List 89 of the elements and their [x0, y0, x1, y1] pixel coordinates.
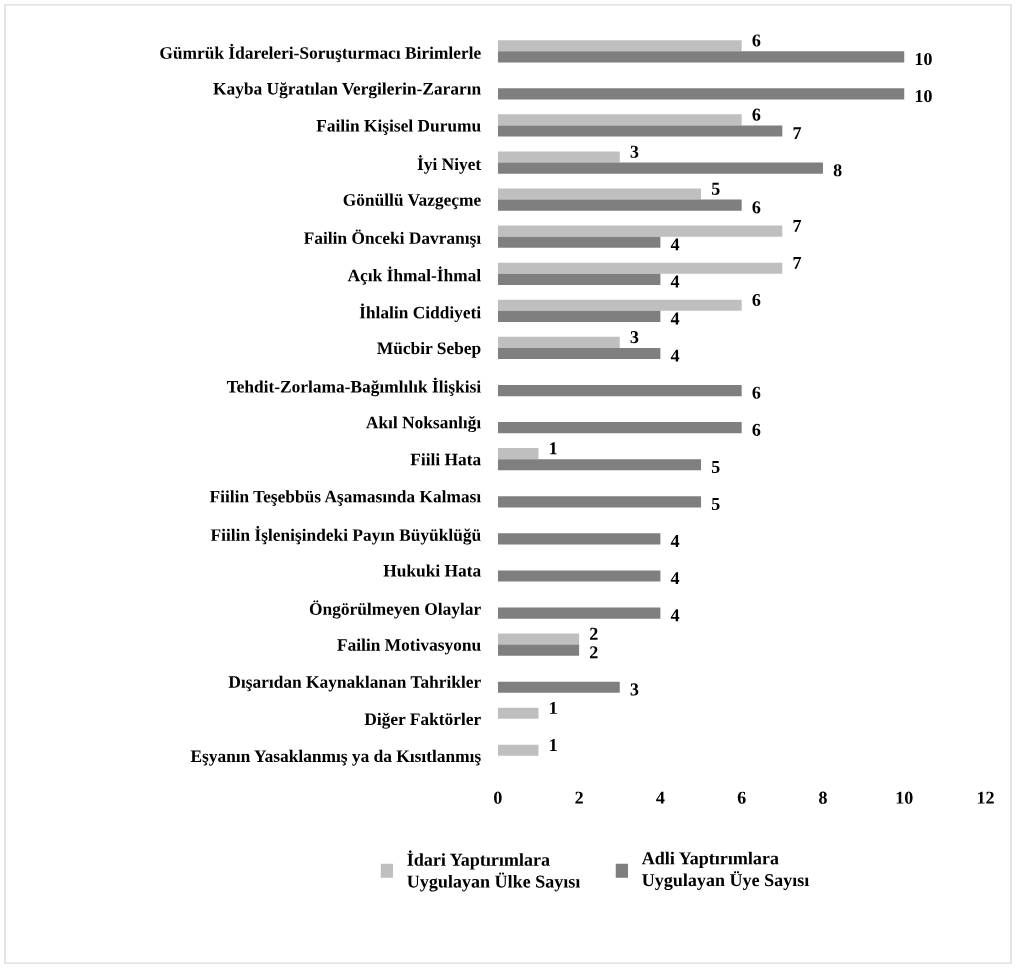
data-label: 7	[793, 257, 802, 269]
bar	[497, 336, 620, 348]
data-label: 8	[833, 164, 842, 177]
y-tick-label: Tehdit-Zorlama-Bağımlılık İlişkisi	[226, 377, 481, 397]
bar	[497, 199, 742, 211]
y-tick-label: Gönüllü Vazgeçme	[343, 193, 481, 210]
data-label: 5	[711, 460, 720, 473]
bar	[497, 385, 742, 397]
data-label: 2	[590, 646, 598, 659]
data-label: 4	[670, 609, 680, 622]
data-label: 6	[752, 423, 761, 436]
bar	[497, 448, 539, 460]
data-label: 5	[711, 182, 720, 195]
bar	[497, 262, 783, 274]
y-tick-label: Eşyanın Yasaklanmış ya da Kısıtlanmış	[190, 749, 481, 766]
data-label: 10	[915, 89, 932, 103]
x-tick-label: 2	[575, 791, 583, 804]
data-label: 6	[752, 108, 761, 121]
x-tick-label: 4	[656, 791, 665, 804]
x-tick-label: 8	[819, 791, 827, 804]
y-tick-label: Failin Önceki Davranışı	[303, 229, 481, 248]
data-label: 4	[670, 572, 680, 585]
y-tick-label: Kayba Uğratılan Vergilerin-Zararın	[213, 82, 481, 99]
bar	[497, 125, 783, 137]
bar	[497, 570, 661, 582]
y-tick-label: Gümrük İdareleri-Soruşturmacı Birimlerle	[160, 43, 481, 63]
bar	[497, 225, 783, 237]
bar	[497, 88, 905, 100]
x-tick-label: 6	[737, 791, 746, 804]
bar	[497, 299, 742, 311]
bar	[497, 310, 661, 322]
y-tick-label: Fiili Hata	[410, 453, 481, 466]
y-tick-label: İhlalin Ciddiyeti	[359, 303, 481, 323]
data-label: 1	[550, 442, 557, 455]
data-label: 4	[670, 349, 680, 362]
bar	[497, 607, 661, 619]
data-label: 4	[670, 238, 680, 251]
data-label: 3	[630, 331, 639, 344]
bar	[497, 51, 905, 63]
data-label: 2	[590, 627, 598, 640]
bar	[497, 707, 539, 719]
data-label: 6	[752, 201, 761, 214]
bar	[497, 162, 823, 174]
bar	[497, 236, 661, 248]
data-label: 1	[550, 701, 557, 714]
legend-label: İdari Yaptırımlara Uygulayan Ülke Sayısı	[407, 850, 581, 892]
data-label: 1	[550, 739, 557, 751]
bar	[497, 644, 580, 656]
data-label: 7	[793, 219, 802, 232]
x-tick-label: 12	[977, 791, 994, 804]
data-label: 5	[711, 498, 720, 511]
legend-label: Adli Yaptırımlara Uygulayan Üye Sayısı	[641, 851, 809, 891]
x-tick-label: 10	[896, 791, 913, 804]
bar	[497, 496, 702, 508]
data-label: 6	[752, 386, 761, 399]
data-label: 3	[630, 145, 639, 158]
y-tick-label: Mücbir Sebep	[377, 341, 481, 358]
data-label: 6	[752, 293, 761, 307]
y-tick-label: Failin Kişisel Durumu	[316, 119, 481, 136]
bar	[497, 633, 580, 645]
y-tick-label: Hukuki Hata	[383, 564, 481, 577]
x-tick-label: 0	[494, 791, 502, 804]
y-tick-label: Dışarıdan Kaynaklanan Tahrikler	[228, 675, 481, 692]
bar	[497, 533, 661, 545]
bar	[497, 681, 620, 693]
data-label: 6	[752, 34, 761, 47]
data-label: 4	[670, 312, 680, 325]
bar	[497, 151, 620, 163]
y-tick-label: Failin Motivasyonu	[337, 638, 481, 655]
y-tick-label: Açık İhmal-İhmal	[347, 266, 481, 285]
bar	[497, 422, 742, 434]
data-label: 3	[630, 683, 639, 696]
bar	[497, 347, 661, 360]
y-tick-label: Akıl Noksanlığı	[366, 416, 481, 433]
y-tick-label: Fiilin İşlenişindeki Payın Büyüklüğü	[210, 525, 481, 545]
data-label: 4	[670, 275, 680, 288]
data-label: 7	[793, 127, 802, 140]
data-label: 4	[670, 535, 680, 547]
bar	[497, 114, 742, 126]
bar	[497, 40, 742, 52]
bar	[497, 744, 539, 756]
bar	[497, 273, 661, 285]
bar	[497, 459, 702, 471]
y-tick-label: İyi Niyet	[417, 155, 482, 174]
y-tick-label: Öngörülmeyen Olaylar	[309, 600, 481, 619]
bar	[497, 188, 702, 200]
y-tick-label: Diğer Faktörler	[364, 712, 481, 729]
data-label: 10	[915, 52, 932, 66]
y-tick-label: Fiilin Teşebbüs Aşamasında Kalması	[209, 490, 481, 506]
